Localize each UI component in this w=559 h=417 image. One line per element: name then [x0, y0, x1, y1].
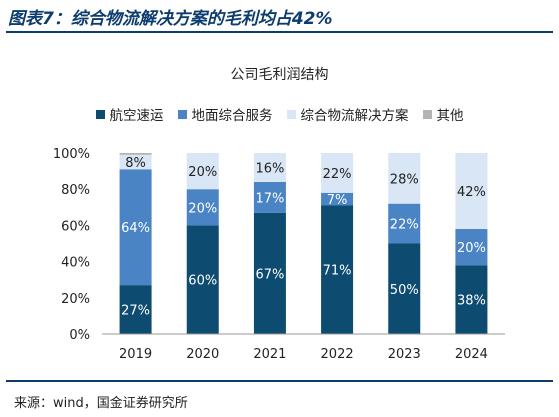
y-tick-label: 100%	[53, 147, 90, 162]
legend-swatch-aviation	[95, 109, 105, 119]
data-label: 16%	[255, 161, 284, 176]
data-label: 42%	[457, 185, 486, 200]
bar-segment-2022-1	[321, 192, 354, 206]
bar-segment-2023-1	[388, 203, 421, 244]
bar-segment-2019-0	[119, 285, 152, 334]
bar-segment-2023-0	[388, 243, 421, 334]
data-label: 67%	[255, 267, 284, 282]
legend-item-ground: 地面综合服务	[177, 104, 273, 124]
data-label: 17%	[255, 191, 284, 206]
bar-segment-2024-2	[455, 153, 488, 230]
y-tick-label: 40%	[61, 256, 90, 271]
bar-segment-2023-2	[388, 153, 421, 204]
title-rule	[6, 31, 553, 33]
bar-segment-2024-0	[455, 265, 488, 334]
legend-item-other: 其他	[422, 104, 464, 124]
legend-item-aviation: 航空速运	[95, 104, 164, 124]
legend-label-aviation: 航空速运	[109, 108, 164, 124]
bar-segment-2021-2	[253, 153, 286, 182]
y-tick-label: 80%	[61, 183, 90, 198]
legend-label-ground: 地面综合服务	[191, 108, 273, 124]
data-label: 27%	[121, 304, 150, 319]
legend-swatch-other	[422, 109, 432, 119]
y-tick-label: 20%	[61, 292, 90, 307]
bar-segment-2020-2	[186, 153, 219, 190]
data-label: 71%	[323, 264, 352, 279]
data-label: 38%	[457, 294, 486, 309]
figure-title: 图表7：综合物流解决方案的毛利均占42%	[8, 9, 333, 29]
bar-segment-2020-0	[186, 225, 219, 334]
data-label: 60%	[188, 274, 217, 289]
data-label: 22%	[323, 167, 352, 182]
bar-segment-2019-2	[119, 154, 152, 170]
bar-segment-2022-0	[321, 205, 354, 334]
legend-label-other: 其他	[436, 108, 464, 124]
x-tick-label: 2019	[119, 347, 152, 362]
legend: 航空速运 地面综合服务 综合物流解决方案 其他	[0, 104, 559, 124]
x-tick-label: 2024	[455, 347, 488, 362]
data-label: 50%	[390, 283, 419, 298]
legend-item-logistics: 综合物流解决方案	[286, 104, 409, 124]
data-label: 20%	[457, 241, 486, 256]
data-label: 64%	[121, 221, 150, 236]
source-note: 来源：wind，国金证券研究所	[14, 396, 188, 411]
chart-title: 公司毛利润结构	[230, 67, 329, 83]
legend-swatch-logistics	[286, 109, 296, 119]
bar-segment-2021-1	[253, 181, 286, 213]
bar-segment-2019-1	[119, 169, 152, 286]
data-label: 8%	[125, 156, 146, 171]
data-label: 28%	[390, 172, 419, 187]
data-label: 20%	[188, 165, 217, 180]
bar-segment-2021-0	[253, 212, 286, 334]
data-label: 20%	[188, 201, 217, 216]
bar-segment-2022-2	[321, 153, 354, 193]
x-tick-label: 2021	[253, 347, 286, 362]
y-tick-label: 60%	[61, 219, 90, 234]
bar-segment-2024-1	[455, 229, 488, 266]
data-label: 22%	[390, 218, 419, 233]
x-tick-label: 2022	[321, 347, 354, 362]
bar-segment-2019-3	[119, 153, 152, 155]
legend-swatch-ground	[177, 109, 187, 119]
x-tick-label: 2023	[388, 347, 421, 362]
bar-segment-2020-1	[186, 189, 219, 226]
footer-rule	[6, 380, 553, 382]
x-tick-label: 2020	[186, 347, 219, 362]
data-label: 7%	[327, 193, 348, 208]
legend-label-logistics: 综合物流解决方案	[300, 108, 409, 124]
y-tick-label: 0%	[69, 328, 90, 343]
